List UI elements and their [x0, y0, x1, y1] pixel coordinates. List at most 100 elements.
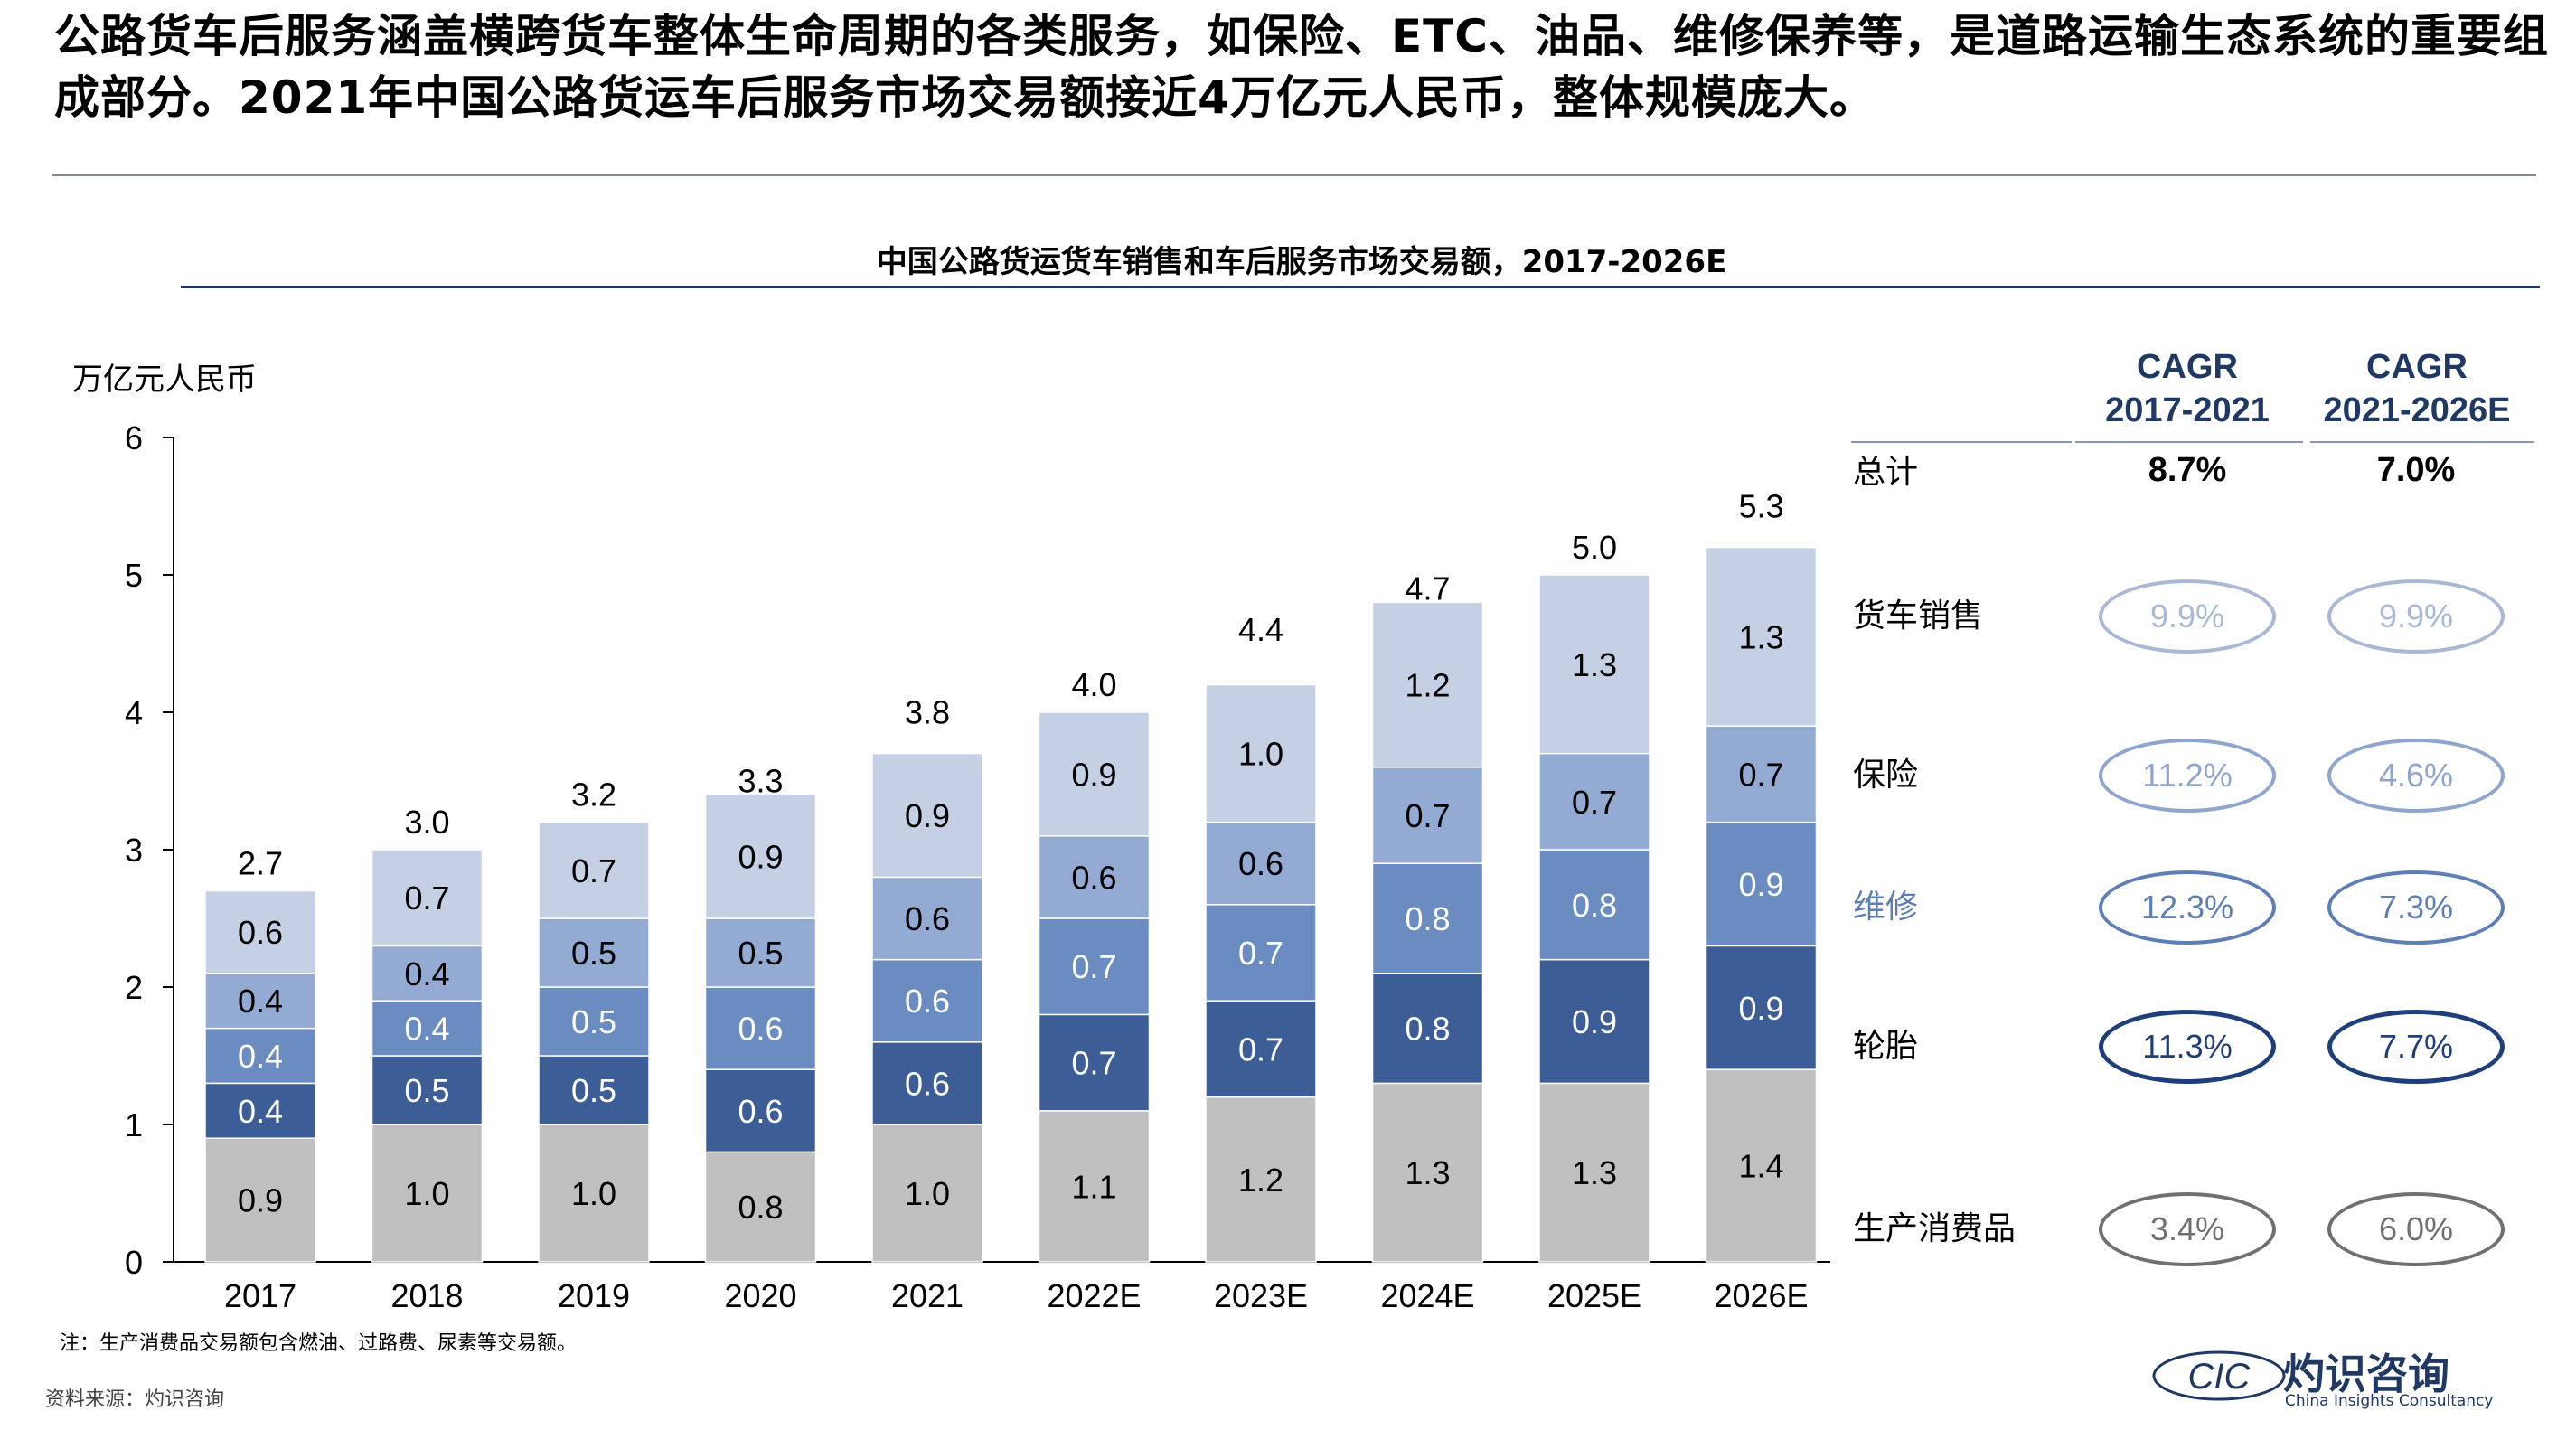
segment-label: 0.5 — [571, 1072, 616, 1109]
segment-label: 0.6 — [238, 914, 283, 951]
total-label: 3.8 — [905, 693, 950, 730]
cagr-row-label: 总计 — [1853, 454, 1919, 491]
bar-segment — [1705, 725, 1818, 823]
bar-segment — [871, 1124, 983, 1263]
total-label: 4.0 — [1071, 666, 1116, 703]
bar-segment — [204, 1137, 316, 1263]
segment-label: 0.6 — [738, 1011, 783, 1048]
bar-segment — [1538, 1082, 1650, 1263]
footnote: 注：生产消费品交易额包含燃油、过路费、尿素等交易额。 — [60, 1332, 578, 1355]
segment-label: 0.9 — [1738, 990, 1783, 1027]
bar-segment — [1705, 821, 1818, 947]
bar-segment — [1205, 1096, 1317, 1263]
segment-label: 0.4 — [404, 955, 449, 993]
total-label: 4.7 — [1405, 570, 1450, 607]
cagr-value-oval: 9.9% — [2327, 579, 2505, 654]
logo-name: 灼识咨询 — [2283, 1350, 2449, 1398]
bar-segment — [1371, 601, 1484, 768]
cic-logo-icon: CIC — [2152, 1350, 2286, 1401]
cagr-total-value: 7.0% — [2376, 451, 2456, 489]
segment-label: 1.4 — [1738, 1148, 1783, 1185]
segment-label: 0.7 — [1071, 1045, 1116, 1082]
segment-label: 0.9 — [1738, 866, 1783, 903]
y-tick-label: 3 — [125, 832, 143, 869]
bar-segment — [871, 752, 983, 879]
bar-segment — [704, 917, 817, 988]
total-label: 3.3 — [738, 762, 783, 799]
segment-label: 1.0 — [905, 1175, 950, 1212]
total-label: 4.4 — [1238, 611, 1283, 648]
bar-segment — [1205, 1000, 1317, 1098]
x-tick-label: 2024E — [1380, 1277, 1474, 1314]
segment-label: 0.7 — [571, 852, 616, 889]
cagr-col1-header-line2: 2017-2021 — [2105, 391, 2270, 429]
x-tick-label: 2018 — [390, 1277, 463, 1314]
bar-segment — [1038, 1013, 1151, 1112]
source-note: 资料来源：灼识咨询 — [45, 1388, 225, 1411]
segment-label: 0.4 — [238, 1093, 283, 1130]
bar-segment — [538, 1124, 650, 1263]
bar-segment — [1538, 574, 1650, 755]
bar-segment — [704, 794, 817, 919]
bar-segment — [1205, 904, 1317, 1002]
x-tick-label: 2022E — [1047, 1277, 1141, 1314]
bar-segment — [371, 945, 484, 1002]
segment-label: 0.9 — [1071, 756, 1116, 793]
bar-segment — [1038, 1110, 1151, 1263]
segment-label: 0.4 — [238, 983, 283, 1020]
cagr-row-label: 保险 — [1853, 757, 1919, 794]
cagr-row-label: 货车销售 — [1853, 597, 1984, 635]
x-tick-label: 2020 — [724, 1277, 796, 1314]
bar-segment — [704, 1068, 817, 1153]
cagr-value-oval: 3.4% — [2099, 1192, 2276, 1266]
segment-label: 0.7 — [1071, 948, 1116, 985]
y-tick-label: 4 — [125, 694, 143, 731]
chart-labels: 0.9 0.4 0.4 0.4 0.6 2.7 2017 1.0 0.5 0.4 0.4 0.7 3.0… — [224, 487, 1809, 1314]
chart-title: 中国公路货运货车销售和车后服务市场交易额，2017-2026E — [876, 244, 1727, 280]
segment-label: 0.6 — [1071, 859, 1116, 896]
segment-label: 0.6 — [738, 1093, 783, 1130]
segment-label: 0.7 — [1405, 797, 1450, 834]
cagr-total-value: 8.7% — [2148, 451, 2227, 489]
segment-label: 0.4 — [238, 1038, 283, 1075]
bar-segment — [1371, 767, 1484, 864]
segment-label: 1.3 — [1572, 646, 1617, 683]
segment-label: 0.9 — [905, 797, 950, 834]
headline: 公路货车后服务涵盖横跨货车整体生命周期的各类服务，如保险、ETC、油品、维修保养… — [54, 10, 2549, 124]
segment-label: 0.5 — [571, 1003, 616, 1040]
segment-label: 1.1 — [1071, 1168, 1116, 1205]
segment-label: 0.9 — [1572, 1003, 1617, 1040]
segment-label: 0.7 — [1238, 935, 1283, 972]
total-label: 3.0 — [404, 804, 449, 841]
x-tick-label: 2025E — [1547, 1277, 1641, 1314]
segment-label: 0.7 — [1738, 756, 1783, 793]
x-tick-label: 2023E — [1214, 1277, 1308, 1314]
bar-segment — [1038, 917, 1151, 1016]
x-tick-label: 2026E — [1714, 1277, 1808, 1314]
segment-label: 0.7 — [404, 880, 449, 917]
bar-segment — [1371, 973, 1484, 1085]
cagr-col2-header-line1: CAGR — [2366, 348, 2468, 386]
bar-segment — [1705, 1068, 1818, 1263]
x-tick-label: 2021 — [891, 1277, 964, 1314]
cagr-col2-header-line2: 2021-2026E — [2323, 391, 2511, 429]
cagr-value-oval: 4.6% — [2327, 739, 2505, 813]
segment-label: 1.0 — [571, 1175, 616, 1212]
bar-segment — [1205, 683, 1317, 823]
bar-segment — [204, 1082, 316, 1139]
bar-segment — [1705, 546, 1818, 727]
y-tick-label: 5 — [125, 557, 143, 594]
segment-label: 0.6 — [905, 900, 950, 937]
y-tick-label: 1 — [125, 1106, 143, 1143]
segment-label: 0.5 — [404, 1072, 449, 1109]
segment-label: 0.4 — [404, 1011, 449, 1048]
segment-label: 0.9 — [238, 1182, 283, 1219]
y-tick-label: 2 — [125, 969, 143, 1006]
chart-bars — [204, 546, 1818, 1263]
x-tick-label: 2017 — [224, 1277, 296, 1314]
total-label: 5.0 — [1572, 529, 1617, 566]
bar-segment — [538, 1055, 650, 1125]
bar-segment — [371, 1055, 484, 1125]
top-divider — [52, 174, 2536, 176]
